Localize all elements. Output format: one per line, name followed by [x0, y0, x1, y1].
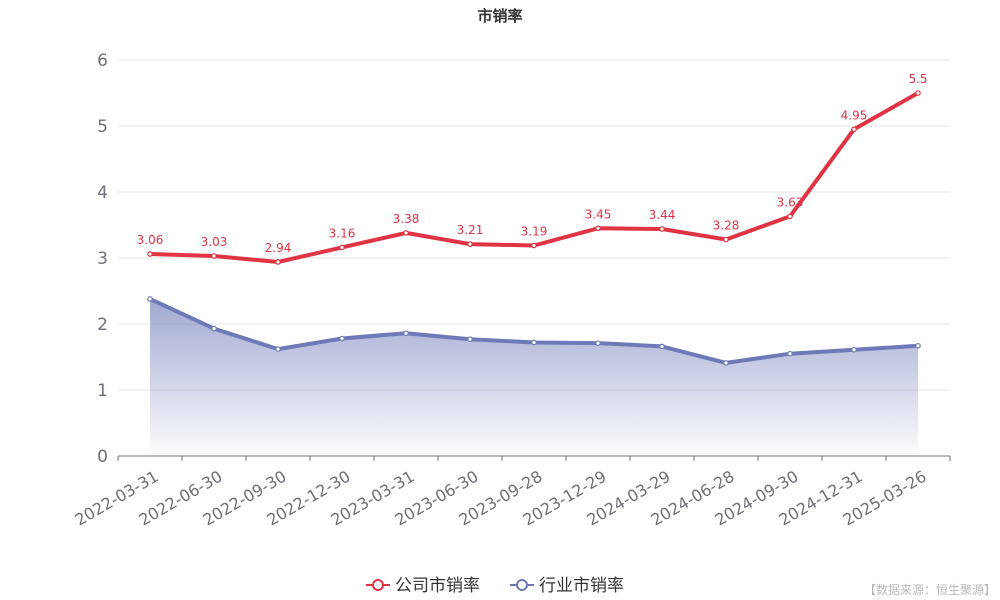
industry-area — [150, 298, 918, 456]
data-point — [595, 340, 601, 346]
data-labels: 3.06 3.03 2.94 3.16 3.38 3.21 3.19 3.45 3.44 3.28… — [137, 72, 928, 255]
data-point — [595, 225, 601, 232]
data-point — [467, 241, 473, 247]
x-axis: 2022-03-312022-06-302022-09-302022-12-30… — [72, 455, 951, 530]
data-point — [659, 226, 665, 232]
data-point — [147, 251, 153, 257]
industry-area-fill — [150, 298, 918, 456]
y-axis: 0 1 2 3 4 5 6 — [97, 51, 108, 467]
y-tick-label: 1 — [97, 381, 108, 401]
data-label: 4.95 — [841, 108, 868, 122]
legend-marker — [516, 579, 528, 591]
y-tick-label: 0 — [97, 447, 108, 467]
data-point — [787, 213, 793, 220]
data-point — [787, 350, 793, 357]
data-point — [211, 253, 217, 259]
data-point — [339, 244, 345, 251]
legend-marker — [372, 579, 384, 591]
data-label: 3.38 — [393, 212, 420, 226]
data-label: 3.21 — [457, 223, 484, 237]
data-point — [851, 346, 857, 353]
data-point — [275, 346, 281, 352]
data-point — [531, 339, 537, 346]
y-tick-label: 3 — [97, 249, 108, 269]
data-point — [915, 342, 921, 349]
data-point — [211, 325, 217, 332]
data-point — [403, 330, 409, 337]
data-point — [915, 90, 921, 96]
legend[interactable]: 公司市销率 行业市销率 — [366, 576, 624, 596]
chart-title: 市销率 — [477, 7, 522, 25]
legend-item-0[interactable]: 公司市销率 — [366, 576, 480, 596]
data-point — [531, 242, 537, 249]
data-point — [467, 336, 473, 342]
y-tick-label: 6 — [97, 51, 108, 71]
data-point — [275, 259, 281, 265]
legend-label: 公司市销率 — [395, 576, 480, 596]
data-label: 5.5 — [908, 72, 927, 86]
data-label: 3.03 — [201, 235, 228, 249]
data-label: 3.45 — [585, 207, 612, 221]
data-point — [851, 126, 857, 133]
data-label: 3.16 — [329, 226, 356, 240]
y-tick-label: 2 — [97, 315, 108, 335]
data-points — [147, 90, 921, 366]
y-tick-label: 4 — [97, 183, 108, 203]
data-label: 3.63 — [777, 195, 804, 209]
legend-label: 行业市销率 — [539, 576, 624, 596]
data-point — [147, 296, 153, 302]
data-label: 2.94 — [265, 241, 292, 255]
data-label: 3.44 — [649, 208, 676, 222]
data-label: 3.19 — [521, 224, 548, 238]
legend-item-1[interactable]: 行业市销率 — [510, 576, 624, 596]
source-note: 【数据来源：恒生聚源】 — [864, 582, 996, 597]
data-label: 3.28 — [713, 219, 740, 233]
data-point — [403, 230, 409, 236]
data-point — [723, 236, 729, 243]
data-point — [339, 335, 345, 342]
data-point — [659, 343, 665, 350]
data-label: 3.06 — [137, 233, 164, 247]
data-point — [723, 360, 729, 366]
y-tick-label: 5 — [97, 117, 108, 137]
